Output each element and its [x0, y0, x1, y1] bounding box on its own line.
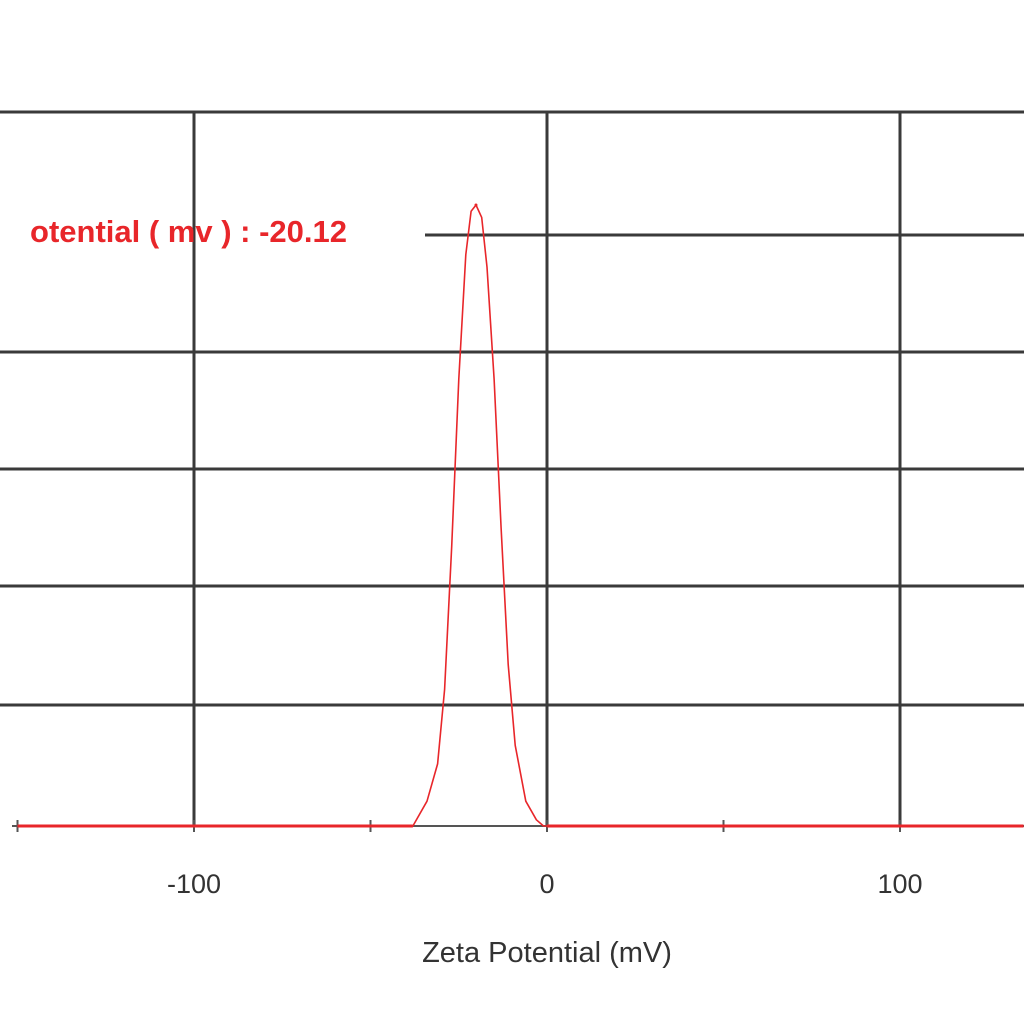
- series-line: [17, 204, 1024, 827]
- x-tick-label: 100: [877, 869, 922, 899]
- series-peak-point: [474, 203, 478, 207]
- x-tick-label: -100: [167, 869, 221, 899]
- vertical-gridlines: [192, 112, 902, 826]
- horizontal-gridlines: [0, 110, 1024, 707]
- x-axis-title: Zeta Potential (mV): [422, 937, 672, 969]
- series-layer: [17, 203, 1024, 828]
- annotation-label: otential ( mv ) : -20.12: [30, 214, 347, 249]
- x-tick-labels: -100 0 100: [167, 869, 923, 899]
- x-tick-label: 0: [539, 869, 554, 899]
